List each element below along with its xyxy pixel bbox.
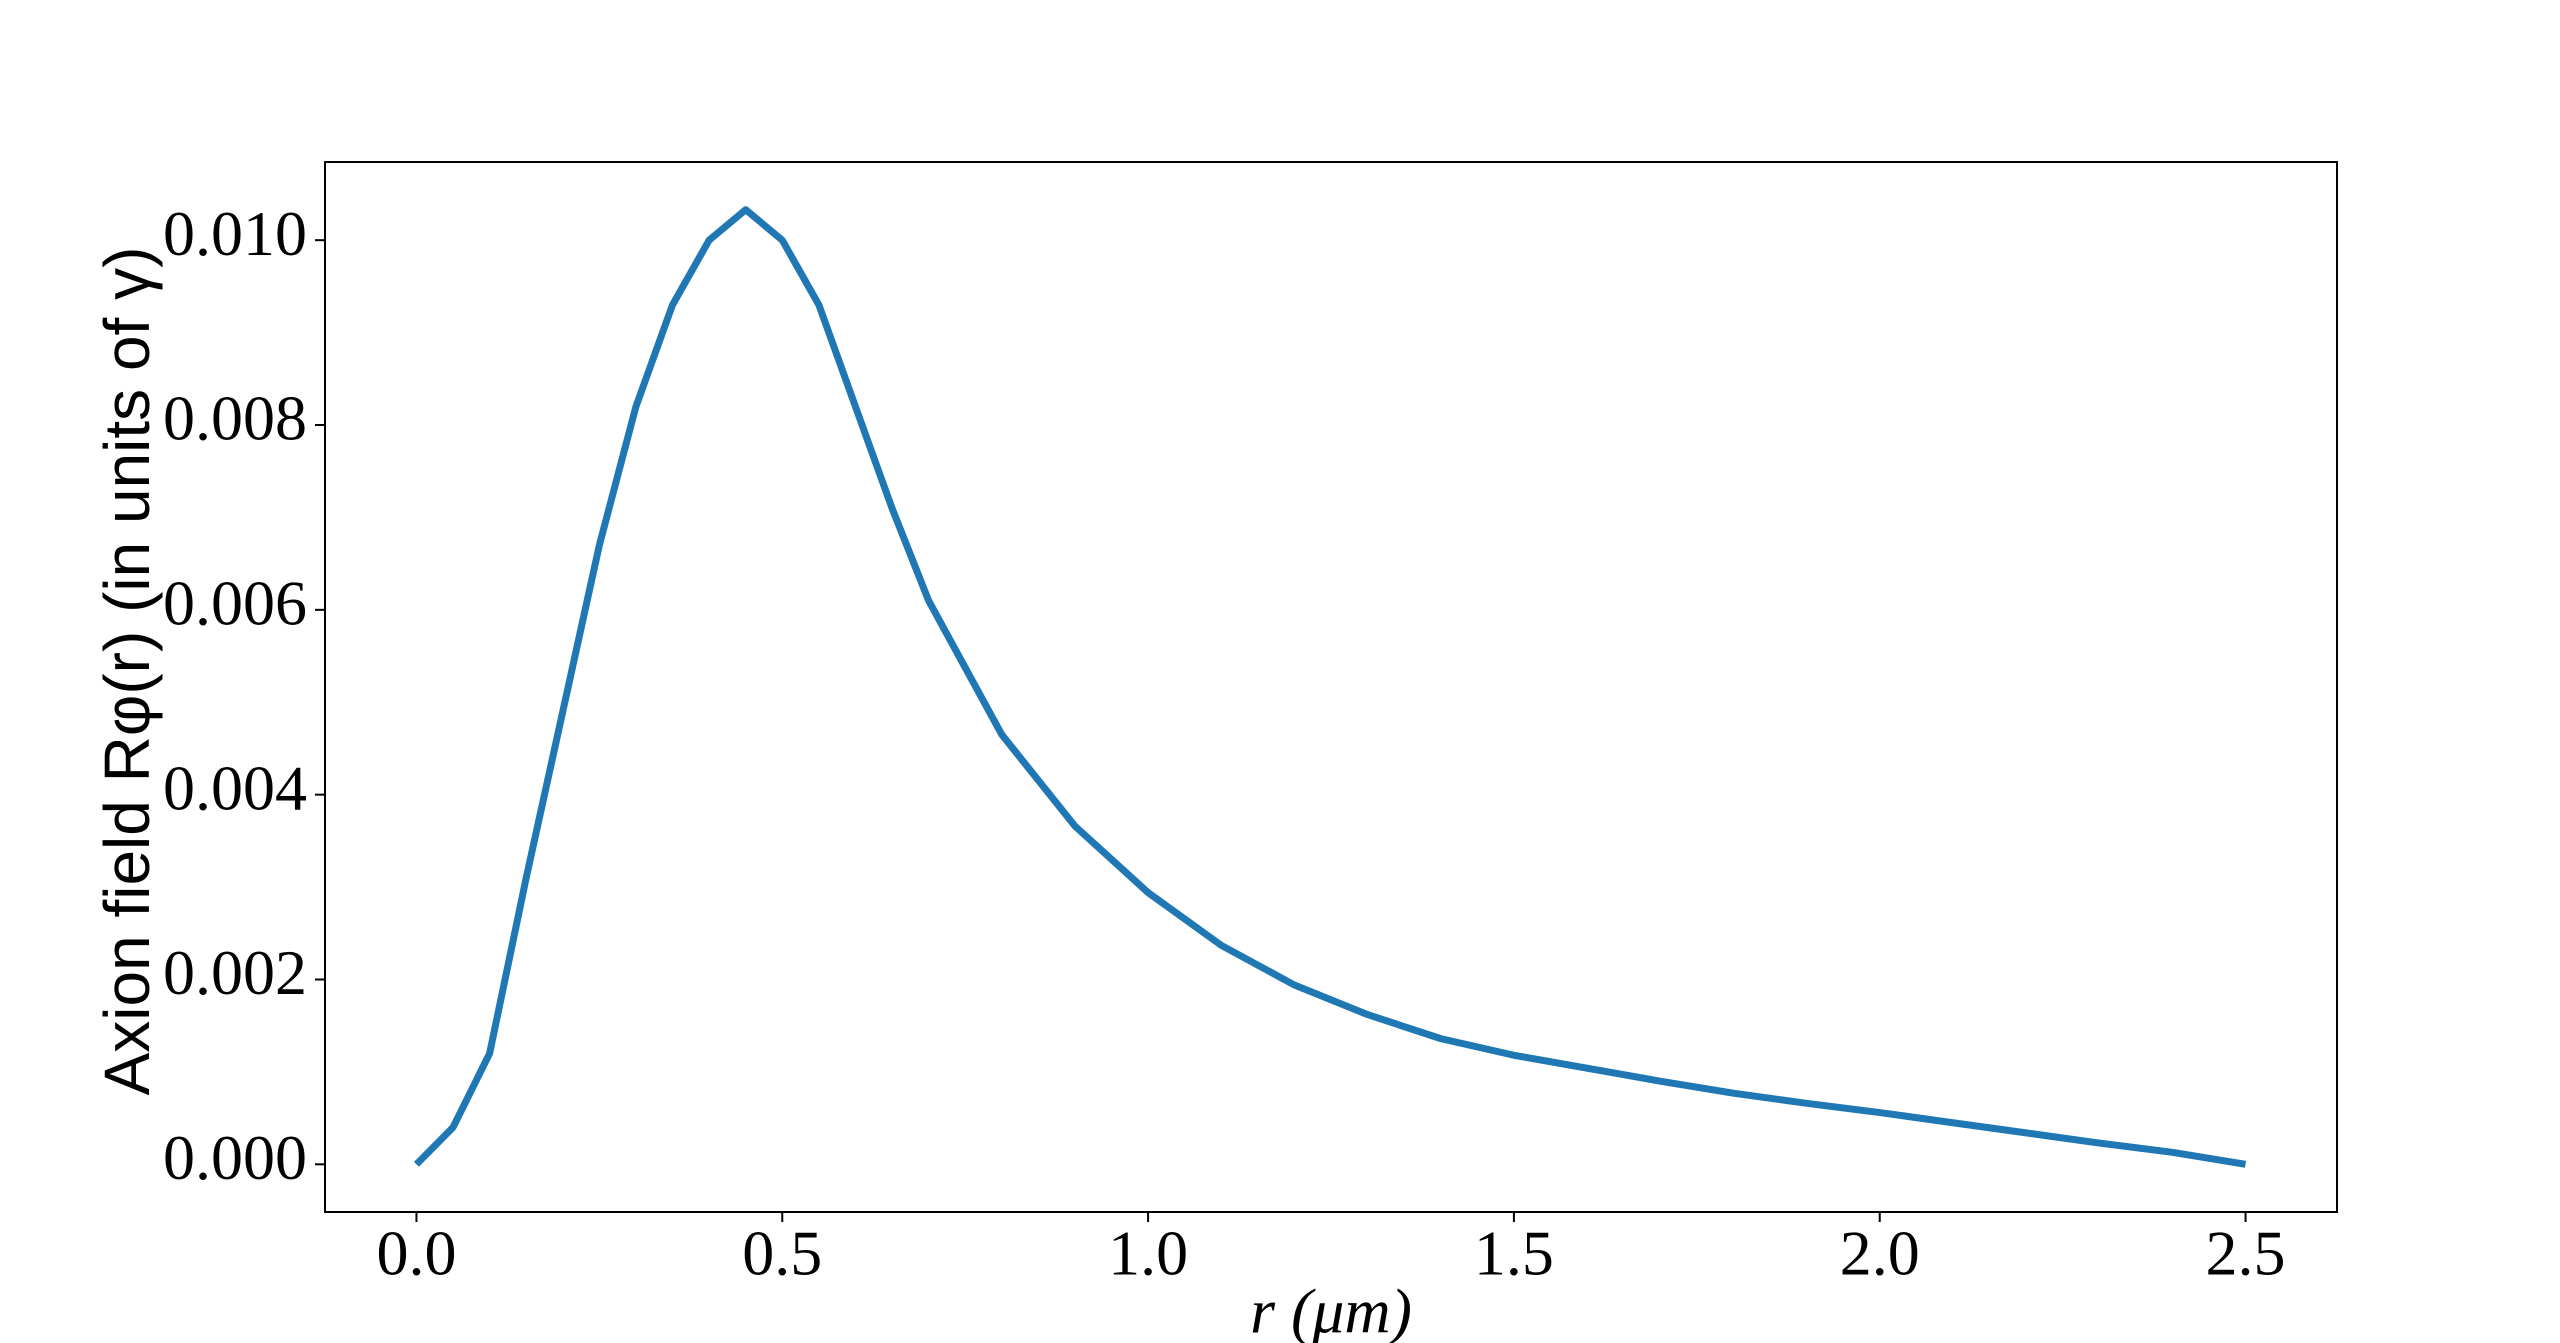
y-tick-label: 0.000	[163, 1122, 307, 1193]
x-tick-label: 1.0	[1108, 1218, 1188, 1289]
x-tick-label: 0.5	[742, 1218, 822, 1289]
y-axis-label: Axion field Rφ(r) (in units of γ)	[91, 247, 163, 1096]
y-tick-label: 0.010	[163, 198, 307, 269]
y-tick-label: 0.008	[163, 383, 307, 454]
y-tick-label: 0.004	[163, 752, 307, 823]
data-line	[413, 206, 2247, 1168]
x-axis-label: r (μm)	[1250, 1276, 1412, 1343]
y-tick-label: 0.006	[163, 568, 307, 639]
x-tick-label: 1.5	[1474, 1218, 1554, 1289]
plot-frame	[324, 161, 2338, 1213]
y-tick-label: 0.002	[163, 937, 307, 1008]
x-tick-label: 0.0	[376, 1218, 456, 1289]
x-tick-label: 2.0	[1840, 1218, 1920, 1289]
x-tick-label: 2.5	[2206, 1218, 2286, 1289]
